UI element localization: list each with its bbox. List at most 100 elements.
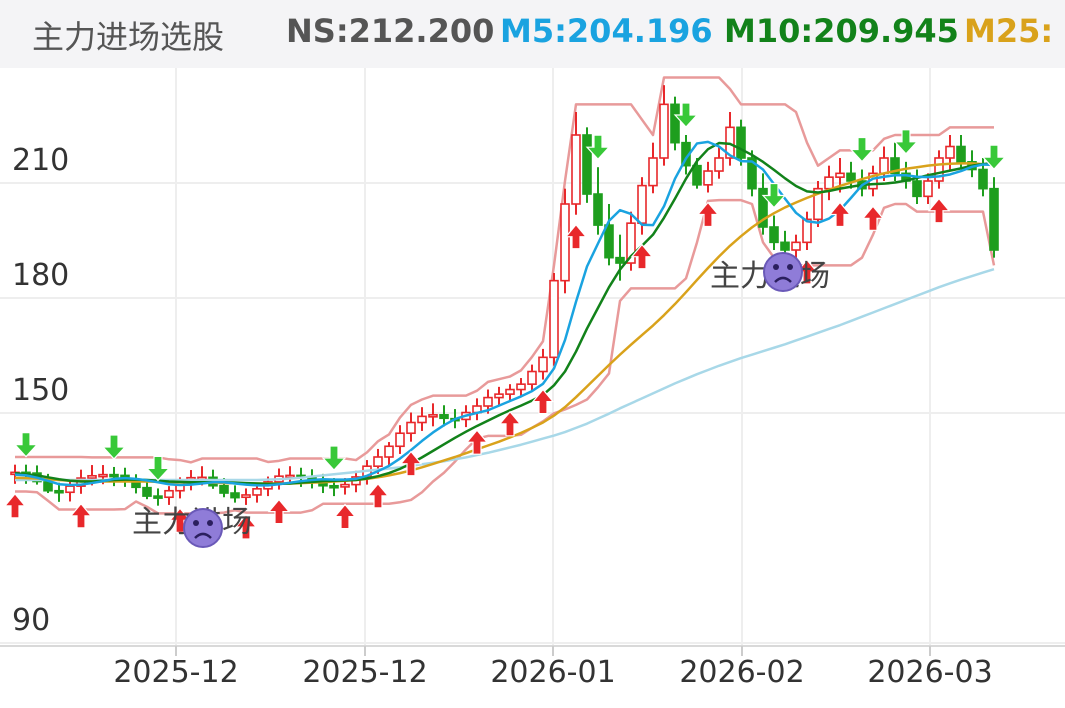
candle-body <box>923 180 933 198</box>
moving-averages <box>14 140 995 487</box>
signal-arrows <box>3 102 1007 540</box>
annotations: 主力进场主力进场 <box>132 252 830 548</box>
x-tick-label: 2026-03 <box>867 655 992 690</box>
candle-body <box>769 226 779 244</box>
face-eye <box>207 520 213 526</box>
candle-body <box>802 218 812 244</box>
candle-body <box>516 383 526 391</box>
y-axis: 90 150 180 210 <box>12 143 69 638</box>
y-tick-label: 150 <box>12 373 69 408</box>
candle-body <box>879 157 889 175</box>
y-tick-label: 90 <box>12 603 50 638</box>
candle-body <box>164 489 174 499</box>
buy-arrow-icon <box>564 223 588 250</box>
candle-body <box>417 415 427 424</box>
candle-body <box>505 388 515 395</box>
candle-body <box>560 203 570 282</box>
face-eye <box>193 520 199 526</box>
face-circle <box>183 508 223 548</box>
sell-arrow-shape <box>585 134 611 161</box>
candle-body <box>912 180 922 198</box>
sad-face-icon <box>183 508 223 548</box>
candle-body <box>824 176 834 190</box>
candle-body <box>538 356 548 373</box>
candle-body <box>736 126 746 159</box>
candle-body <box>384 445 394 458</box>
candle-body <box>747 157 757 190</box>
candle-body <box>989 187 999 251</box>
candle-body <box>142 486 152 497</box>
sell-arrow-icon <box>673 102 699 128</box>
sell-arrow-shape <box>673 102 699 128</box>
buy-arrow-icon <box>630 243 654 270</box>
m10-line <box>14 141 995 486</box>
buy-arrow-shape <box>828 201 852 228</box>
buy-arrow-icon <box>498 410 522 437</box>
candle-body <box>813 187 823 221</box>
candle-body <box>230 492 240 499</box>
y-tick-label: 210 <box>12 143 69 178</box>
buy-arrow-shape <box>3 492 27 519</box>
candle-body <box>65 485 75 494</box>
ma-long-line <box>15 267 995 482</box>
buy-arrow-icon <box>465 429 489 455</box>
x-tick-label: 2026-01 <box>490 655 615 690</box>
candle-body <box>494 393 504 399</box>
face-mouth <box>774 276 792 283</box>
candle-body <box>582 134 592 195</box>
face-eye <box>773 264 779 270</box>
sell-arrow-icon <box>13 432 39 458</box>
candle-body <box>373 456 383 467</box>
face-circle <box>763 252 803 292</box>
sell-arrow-icon <box>761 182 787 209</box>
candle-body <box>890 157 900 175</box>
candle-body <box>626 222 636 264</box>
candle-body <box>758 187 768 228</box>
buy-arrow-icon <box>3 492 27 519</box>
candle-body <box>252 488 262 496</box>
candle-body <box>659 103 669 159</box>
m5-value: M5:204.196 <box>500 12 713 50</box>
sell-arrow-shape <box>13 432 39 458</box>
sell-arrow-icon <box>585 134 611 161</box>
candle-body <box>703 170 713 186</box>
candle-body <box>692 164 702 186</box>
buy-arrow-shape <box>465 429 489 455</box>
candle-body <box>109 473 119 478</box>
candle-body <box>527 370 537 385</box>
candle-body <box>615 256 625 264</box>
buy-arrow-icon <box>366 482 390 509</box>
face-eye <box>787 264 793 270</box>
candle-body <box>98 473 108 478</box>
candlestick-chart[interactable]: 90 150 180 210 主力进场主力进场 2025-12 2025-12 2026-… <box>0 68 1065 708</box>
sell-arrow-shape <box>981 144 1007 171</box>
buy-arrow-shape <box>498 410 522 437</box>
sell-arrow-icon <box>145 455 171 482</box>
indicator-title: 主力进场选股 <box>32 18 225 56</box>
candle-body <box>670 103 680 144</box>
candle-body <box>835 172 845 178</box>
buy-arrow-shape <box>69 502 93 529</box>
candle-body <box>978 168 988 190</box>
candle-body <box>934 157 944 182</box>
candle-body <box>791 241 801 251</box>
buy-arrow-shape <box>333 503 357 530</box>
sell-arrow-icon <box>981 144 1007 171</box>
sell-arrow-icon <box>893 129 919 155</box>
sell-arrow-icon <box>101 434 127 460</box>
indicator-header: 主力进场选股 NS:212.200 M5:204.196 M10:209.945… <box>0 0 1065 68</box>
candle-body <box>549 279 559 359</box>
candle-body <box>604 224 614 259</box>
candle-body <box>406 421 416 435</box>
candle-body <box>846 172 856 182</box>
sell-arrow-shape <box>101 434 127 460</box>
candle-body <box>714 157 724 172</box>
x-tick-label: 2025-12 <box>113 655 238 690</box>
sell-arrow-shape <box>761 182 787 209</box>
buy-arrow-shape <box>630 243 654 270</box>
m25-value: M25: <box>964 12 1054 50</box>
candle-body <box>153 495 163 499</box>
y-tick-label: 180 <box>12 258 69 293</box>
sell-arrow-shape <box>893 129 919 155</box>
x-tick-label: 2025-12 <box>302 655 427 690</box>
